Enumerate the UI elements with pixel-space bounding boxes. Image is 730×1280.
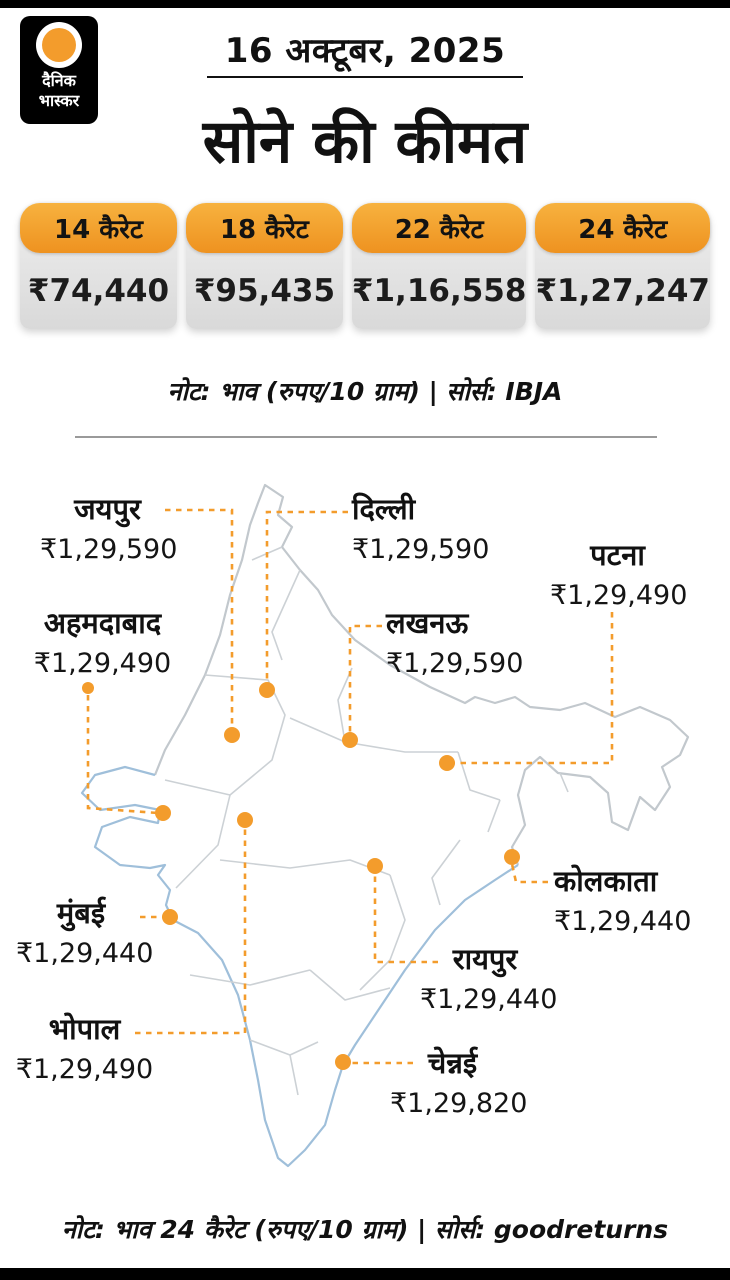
city-dot-jaipur (224, 727, 240, 743)
city-dot-kolkata (504, 849, 520, 865)
leader-line-kolkata (510, 863, 548, 884)
bottom-black-bar (0, 1268, 730, 1280)
city-label-raipur: रायपुर ₹1,29,440 (420, 942, 558, 1016)
city-label-chennai: चेन्नई ₹1,29,820 (390, 1046, 528, 1120)
karat-label: 18 कैरेट (219, 215, 309, 245)
karat-card-24: 24 कैरेट ₹1,27,247 (535, 203, 710, 329)
city-label-lucknow: लखनऊ ₹1,29,590 (386, 606, 536, 680)
logo-line2: भास्कर (38, 91, 80, 110)
city-price: ₹1,29,590 (386, 647, 524, 679)
city-label-patna: पटना ₹1,29,490 (550, 538, 688, 612)
karat-price: ₹95,435 (193, 273, 336, 309)
city-label-bhopal: भोपाल ₹1,29,490 (12, 1012, 157, 1086)
sun-icon-core (42, 28, 76, 62)
karat-card-14: 14 कैरेट ₹74,440 (20, 203, 177, 329)
city-price: ₹1,29,590 (40, 533, 178, 565)
city-name: अहमदाबाद (43, 606, 162, 640)
city-name: मुंबई (56, 896, 106, 930)
logo-text: दैनिक भास्कर (39, 71, 79, 111)
city-label-delhi: दिल्ली ₹1,29,590 (352, 492, 502, 566)
city-dot-ahmedabad (155, 805, 171, 821)
karat-card-header: 22 कैरेट (351, 203, 527, 253)
karat-label: 14 कैरेट (54, 215, 143, 245)
city-label-mumbai: मुंबई ₹1,29,440 (16, 896, 154, 970)
karat-card-header: 14 कैरेट (20, 203, 177, 253)
city-price: ₹1,29,440 (554, 905, 692, 937)
india-land-border (153, 483, 690, 866)
city-name: भोपाल (48, 1012, 121, 1046)
sun-icon (36, 22, 82, 68)
date-heading: 16 अक्टूबर, 2025 (224, 31, 506, 71)
karat-card-18: 18 कैरेट ₹95,435 (185, 203, 343, 329)
city-name: पटना (590, 538, 645, 572)
city-dots (82, 682, 520, 1070)
karat-cards-row: 14 कैरेट ₹74,440 18 कैरेट ₹95,435 22 कैर… (20, 203, 710, 329)
city-dot-lucknow (342, 732, 358, 748)
karat-label: 22 कैरेट (394, 215, 484, 245)
city-name: रायपुर (452, 942, 518, 976)
leader-line-jaipur (165, 508, 234, 735)
karat-card-header: 24 कैरेट (535, 203, 710, 253)
section-divider (75, 436, 657, 438)
karat-card-22: 22 कैरेट ₹1,16,558 (351, 203, 527, 329)
city-label-kolkata: कोलकाता ₹1,29,440 (554, 864, 704, 938)
city-price: ₹1,29,440 (420, 983, 558, 1015)
city-label-ahmedabad: अहमदाबाद ₹1,29,490 (25, 606, 180, 680)
city-name: कोलकाता (554, 864, 658, 898)
leader-lines (86, 508, 614, 1065)
city-label-jaipur: जयपुर ₹1,29,590 (40, 492, 178, 566)
city-dot-ahmedabad-start (82, 682, 94, 694)
city-price: ₹1,29,490 (550, 579, 688, 611)
dainik-bhaskar-logo: दैनिक भास्कर (20, 16, 98, 124)
karat-label: 24 कैरेट (578, 215, 668, 245)
city-name: दिल्ली (352, 492, 416, 526)
leader-line-patna (452, 612, 614, 765)
city-price: ₹1,29,440 (16, 937, 154, 969)
leader-line-lucknow (348, 624, 382, 740)
leader-line-ahmedabad (86, 695, 159, 815)
leader-line-raipur (373, 872, 438, 964)
city-name: जयपुर (74, 492, 141, 526)
logo-line1: दैनिक (42, 71, 76, 90)
city-dot-bhopal (237, 812, 253, 828)
city-dot-chennai (335, 1054, 351, 1070)
city-dot-mumbai (162, 909, 178, 925)
city-price: ₹1,29,490 (15, 1053, 154, 1085)
karat-price: ₹1,27,247 (535, 273, 710, 309)
karat-price: ₹74,440 (27, 273, 170, 309)
note-source-ibja: नोट: भाव (रुपए/10 ग्राम) | सोर्स: IBJA (167, 377, 563, 406)
city-dot-raipur (367, 858, 383, 874)
date-underline (207, 76, 523, 78)
leader-line-bhopal (135, 826, 247, 1035)
leader-line-delhi (265, 510, 348, 690)
city-name: लखनऊ (386, 606, 469, 640)
city-dot-patna (439, 755, 455, 771)
city-price: ₹1,29,820 (390, 1087, 528, 1119)
note-source-goodreturns: नोट: भाव 24 कैरेट (रुपए/10 ग्राम) | सोर्… (61, 1215, 669, 1244)
top-black-bar (0, 0, 730, 8)
karat-card-header: 18 कैरेट (185, 203, 343, 253)
city-name: चेन्नई (427, 1046, 478, 1080)
city-price: ₹1,29,490 (33, 647, 172, 679)
city-price: ₹1,29,590 (352, 533, 490, 565)
page-title: सोने की कीमत (202, 107, 528, 177)
city-dot-delhi (259, 682, 275, 698)
karat-price: ₹1,16,558 (351, 273, 527, 309)
